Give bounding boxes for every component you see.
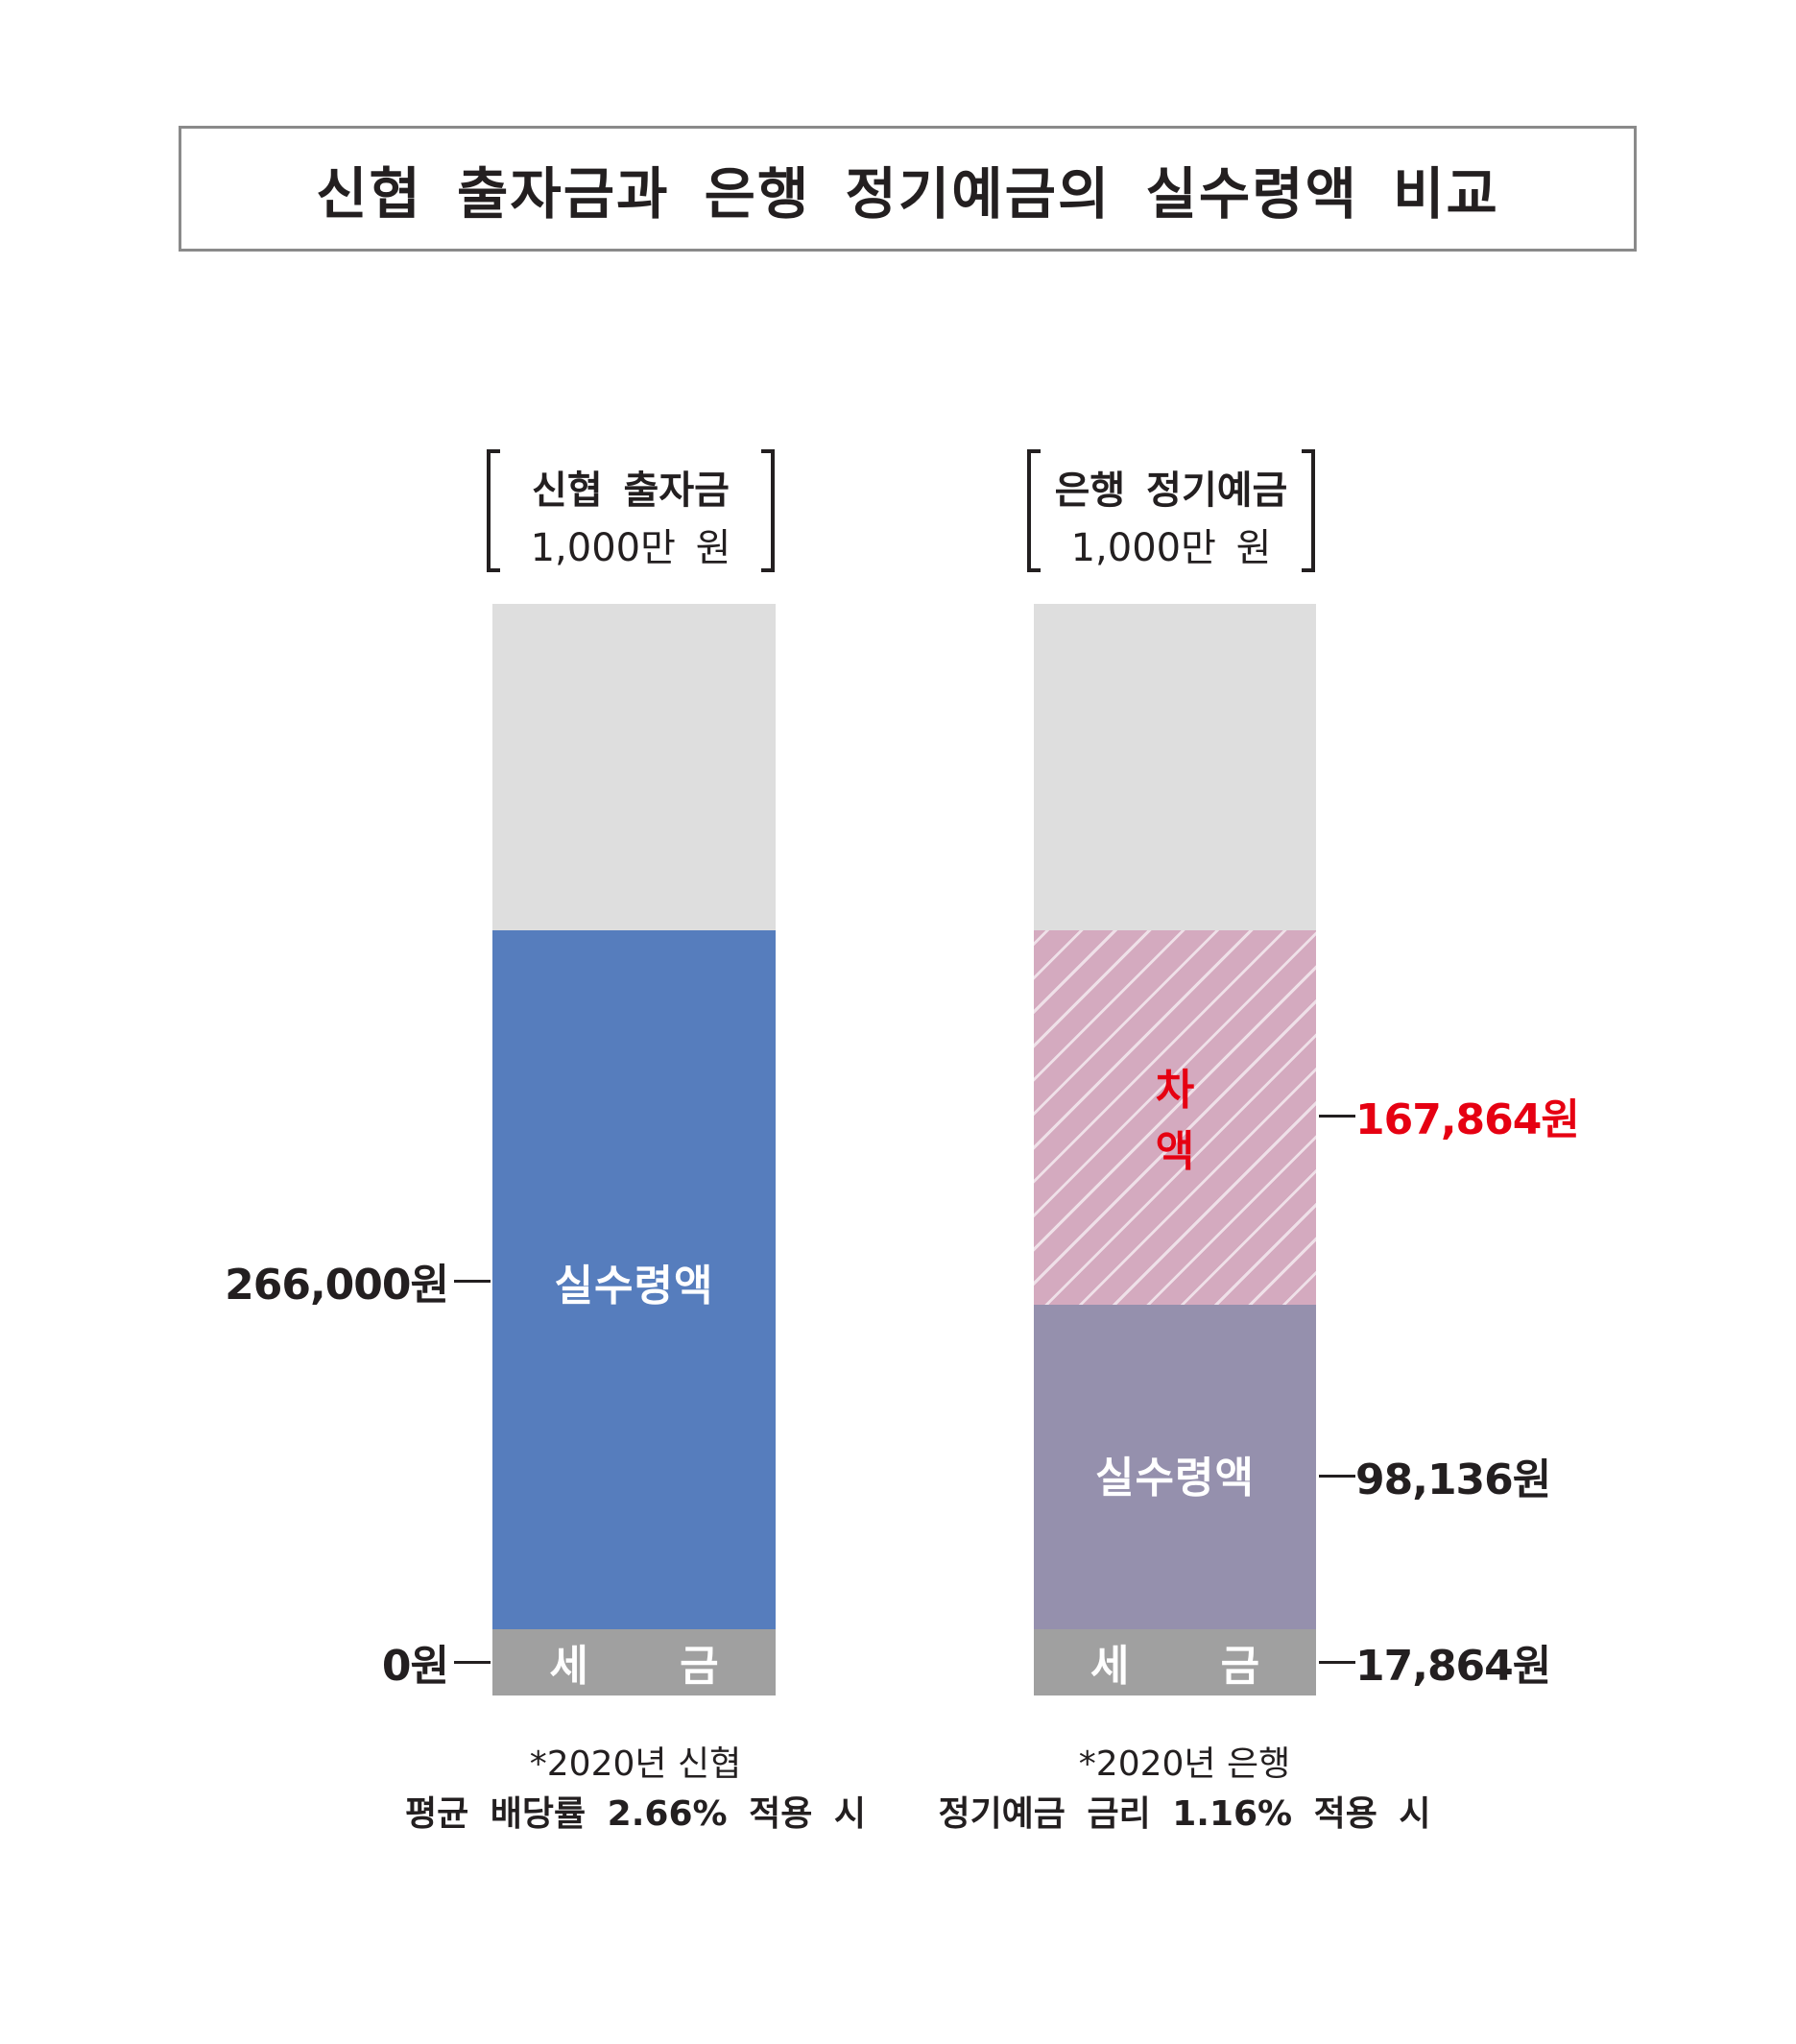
- net-segment: [1034, 1305, 1316, 1629]
- note-line-1: *2020년 은행: [1078, 1744, 1291, 1784]
- note-line-2: 평균 배당률 2.66% 적용 시: [405, 1794, 866, 1834]
- diff-value-label: 167,864원: [1355, 1095, 1580, 1144]
- tax-value-tick: [1319, 1661, 1355, 1664]
- net-value-tick: [1319, 1475, 1355, 1478]
- bar-remainder: [492, 604, 776, 930]
- net-value-label: 98,136원: [1355, 1455, 1551, 1504]
- right-bracket: [1302, 449, 1315, 572]
- tax-value-tick: [454, 1661, 491, 1664]
- credit-union-name: 신협 출자금: [532, 469, 730, 513]
- credit-union-bar: 실수령액 세 금: [492, 604, 776, 1695]
- diff-value-tick: [1319, 1115, 1355, 1118]
- net-segment: [492, 930, 776, 1629]
- tax-segment: [1034, 1629, 1316, 1695]
- net-value-tick: [454, 1280, 491, 1283]
- credit-union-amount: 1,000만 원: [530, 526, 731, 570]
- tax-segment-label: 세 금: [1090, 1642, 1299, 1691]
- left-bracket: [1027, 449, 1041, 572]
- note-line-2: 정기예금 금리 1.16% 적용 시: [938, 1794, 1431, 1834]
- bank-deposit-note: *2020년 은행 정기예금 금리 1.16% 적용 시: [938, 1740, 1430, 1840]
- tax-value-label: 17,864원: [1355, 1642, 1551, 1691]
- credit-union-note: *2020년 신협 평균 배당률 2.66% 적용 시: [405, 1740, 866, 1840]
- credit-union-header: 신협 출자금 1,000만 원: [487, 449, 775, 574]
- net-segment-label: 실수령액: [1095, 1454, 1255, 1503]
- net-segment-label: 실수령액: [554, 1262, 714, 1311]
- page-title: 신협 출자금과 은행 정기예금의 실수령액 비교: [316, 160, 1499, 227]
- tax-segment: [492, 1629, 776, 1695]
- left-bracket: [487, 449, 500, 572]
- note-line-1: *2020년 신협: [529, 1744, 742, 1784]
- bank-deposit-bar: 차 액 실수령액 세 금: [1034, 604, 1316, 1695]
- diff-segment: [1034, 930, 1316, 1305]
- bar-remainder: [1034, 604, 1316, 930]
- tax-value-label: 0원: [381, 1642, 449, 1691]
- title-box: 신협 출자금과 은행 정기예금의 실수령액 비교: [179, 126, 1637, 252]
- tax-segment-label: 세 금: [549, 1642, 757, 1691]
- bank-deposit-name: 은행 정기예금: [1054, 469, 1288, 513]
- bank-deposit-header: 은행 정기예금 1,000만 원: [1027, 449, 1315, 574]
- diff-segment-label: 차 액: [1155, 1066, 1253, 1176]
- bank-deposit-amount: 1,000만 원: [1070, 526, 1272, 570]
- right-bracket: [761, 449, 775, 572]
- net-value-label: 266,000원: [225, 1261, 449, 1310]
